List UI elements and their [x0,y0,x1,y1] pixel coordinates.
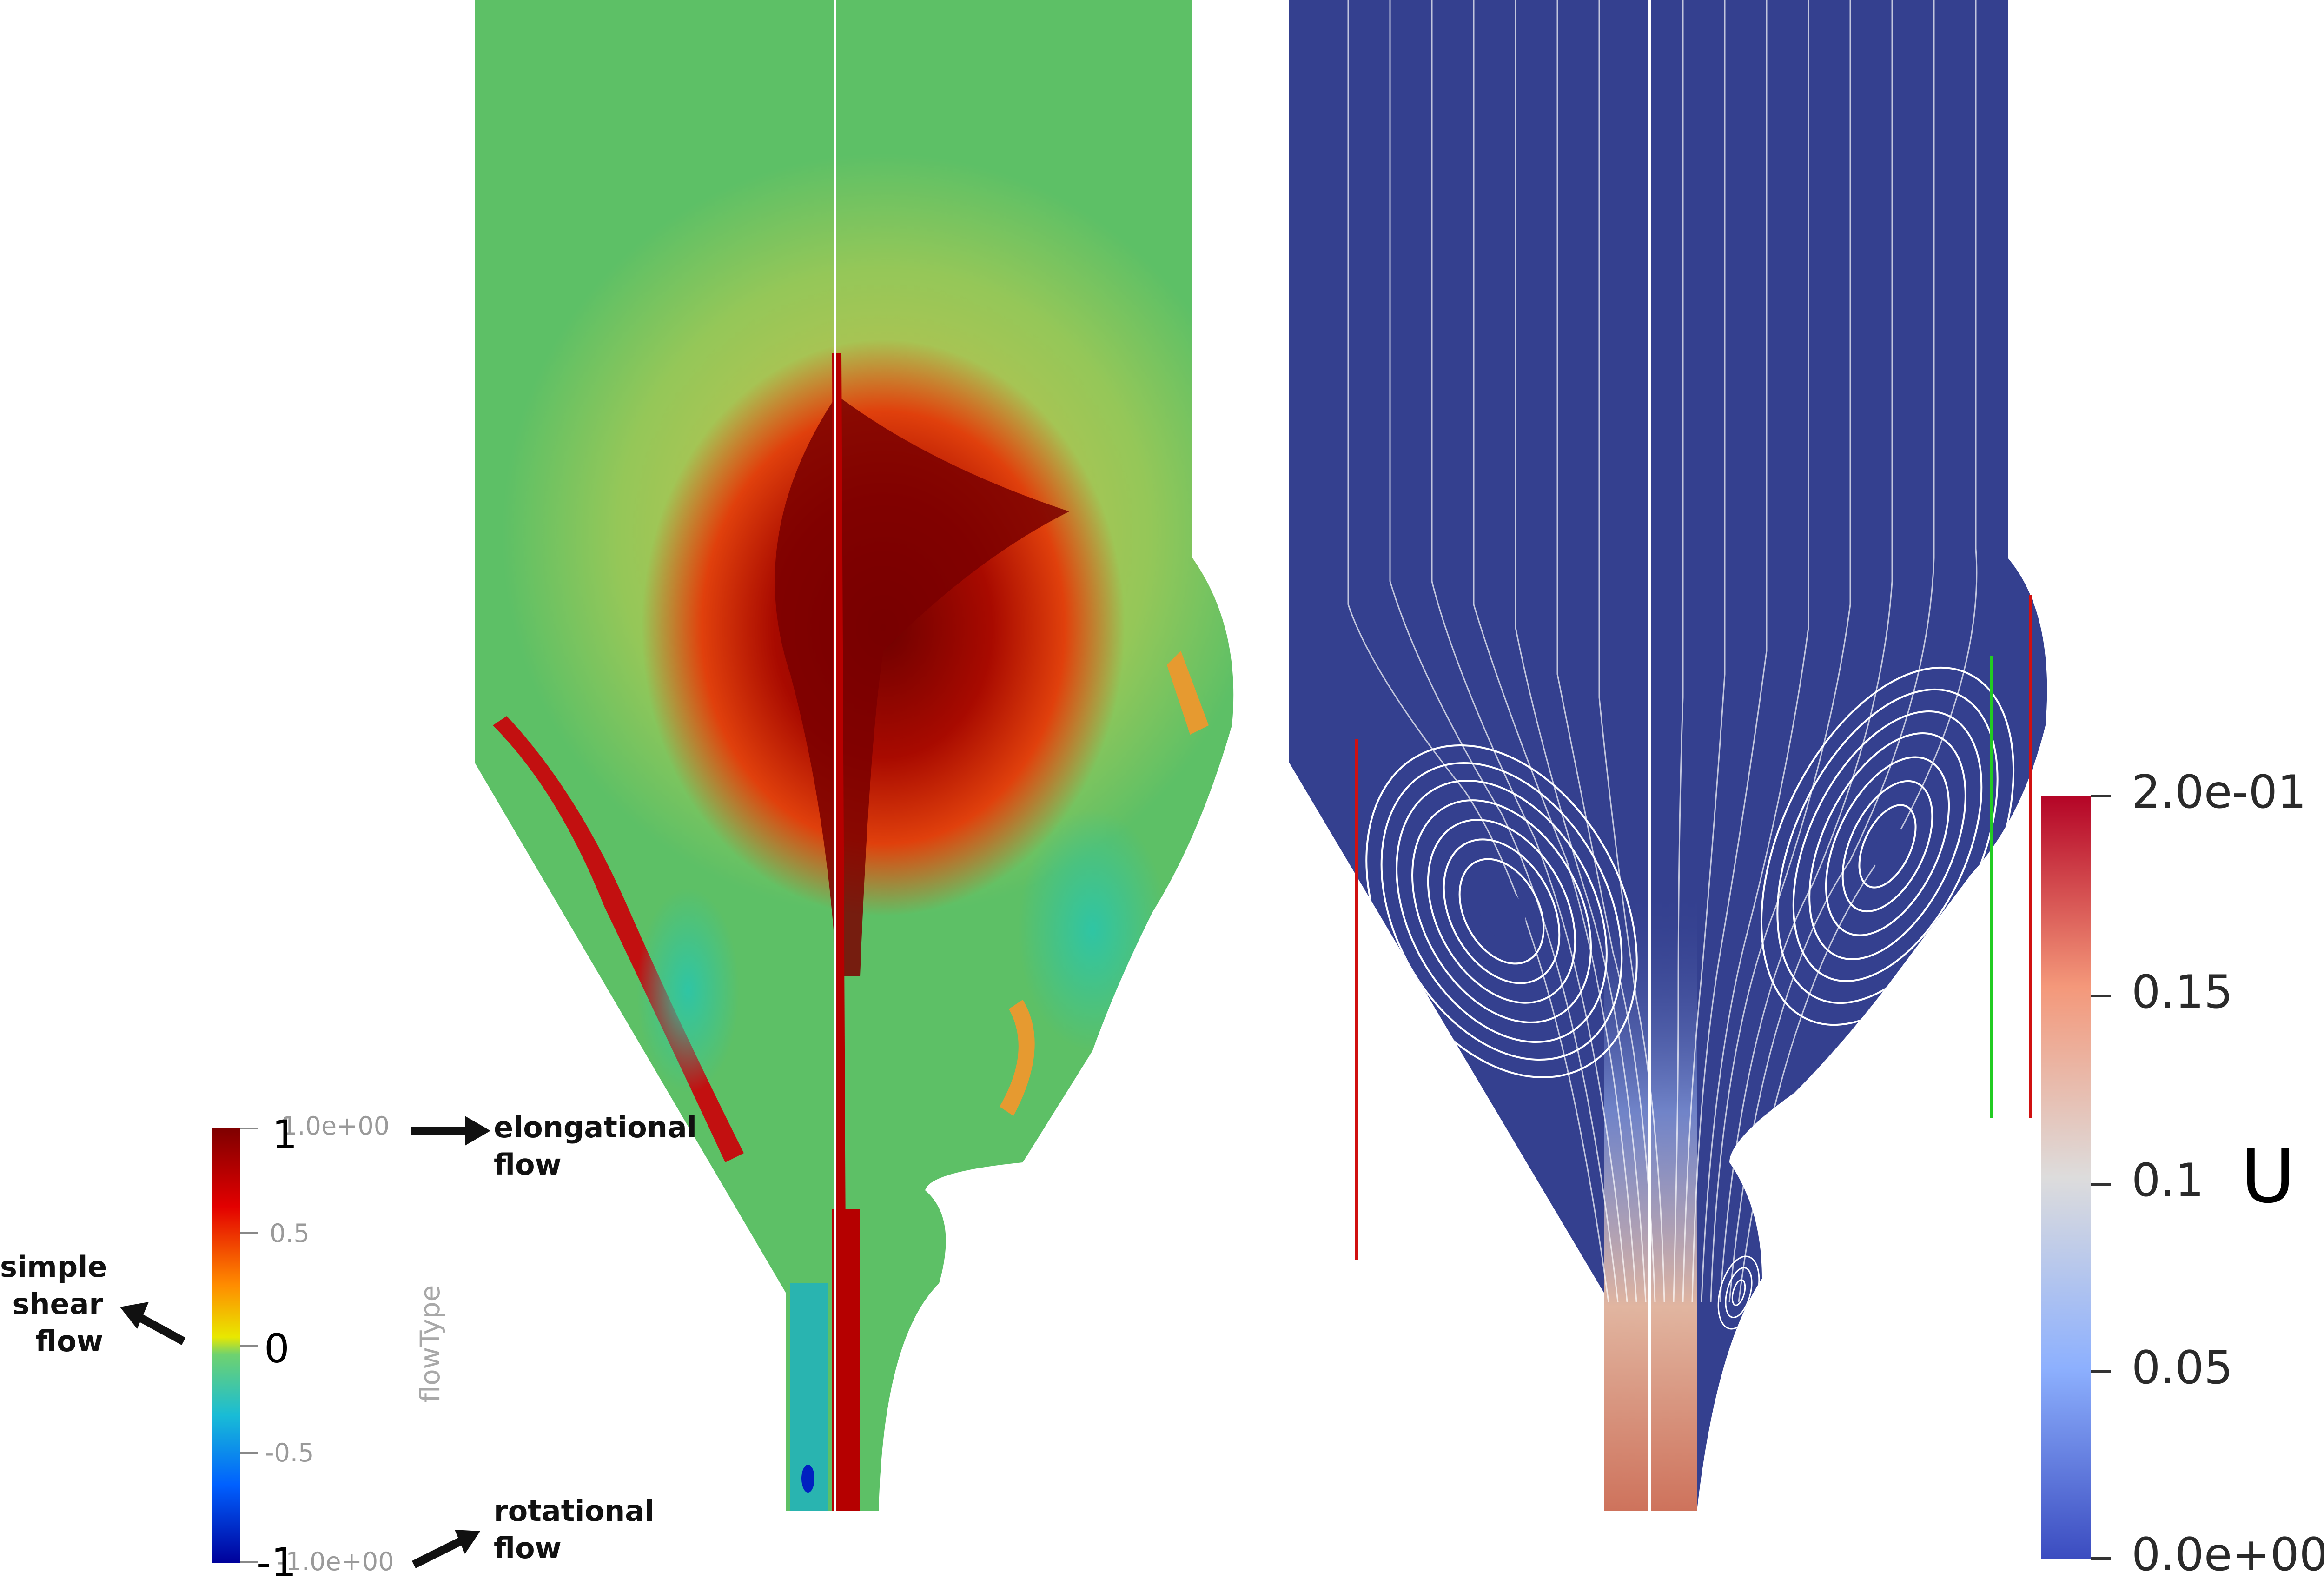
u-tick-0-1: 0.1 [2132,1154,2204,1207]
arrow-right-icon [411,1116,490,1146]
colorbar-title: flowType [414,1285,446,1403]
u-colorbar [2041,795,2111,1560]
annotation-simple-shear: simple shear flow [0,1250,107,1358]
arrow-up-right-icon [411,1530,480,1569]
velocity-field [1289,0,2047,1580]
u-colorbar-title: U [2241,1133,2296,1220]
colorbar-min-label: -1.0e+00 [277,1547,394,1576]
colorbar-tick-1: 1 [272,1112,298,1158]
colorbar-max-label: 1.0e+00 [281,1111,390,1141]
streamlines [1347,0,1978,1302]
colorbar-tick-neg-0-5: -0.5 [265,1438,314,1467]
colorbar-tick-0: 0 [264,1326,290,1372]
u-tick-0-05: 0.05 [2132,1341,2233,1394]
annotation-arrows [120,1116,490,1569]
vortex-left [1365,744,1638,1079]
u-tick-max: 2.0e-01 [2132,766,2307,819]
arrow-up-left-icon [120,1302,186,1345]
u-tick-0-15: 0.15 [2132,966,2233,1019]
colorbar-tick-neg-1: -1 [257,1540,297,1586]
u-tick-min: 0.0e+00 [2132,1528,2324,1581]
annotation-rotational: rotational flow [494,1494,655,1565]
flowtype-colorbar [212,1128,258,1563]
colorbar-tick-0-5: 0.5 [270,1219,310,1248]
annotation-elongational: elongational flow [494,1110,697,1181]
flowtype-field [475,0,1234,1580]
